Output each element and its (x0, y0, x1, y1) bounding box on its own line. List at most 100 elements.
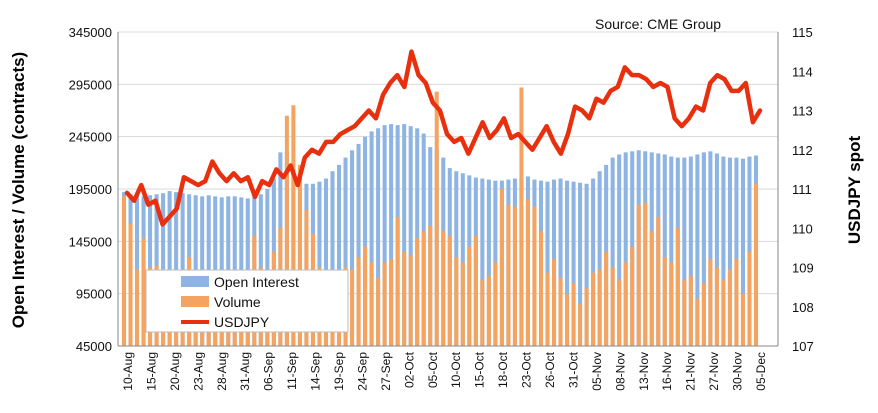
volume-bar (121, 196, 127, 346)
left-y-tick-label: 345000 (69, 25, 112, 40)
volume-bar (552, 259, 557, 346)
volume-bar (643, 202, 648, 346)
volume-bar (486, 275, 491, 346)
x-tick-label: 08-Nov (613, 352, 627, 391)
volume-bar (565, 293, 570, 346)
volume-bar (636, 204, 641, 346)
x-tick-label: 15-Aug (144, 352, 158, 391)
volume-bar (597, 269, 602, 346)
volume-bar (604, 251, 609, 346)
volume-bar (519, 87, 524, 346)
left-axis-title: Open Interest / Volume (contracts) (9, 52, 28, 328)
volume-bar (297, 164, 302, 346)
open-interest-bar (597, 171, 602, 346)
volume-bar (512, 206, 517, 346)
legend-box (145, 269, 349, 333)
volume-bar (688, 275, 693, 346)
volume-bar (135, 269, 140, 346)
open-interest-bar (591, 178, 596, 346)
volume-bar (382, 262, 387, 346)
x-tick-label: 23-Oct (520, 351, 534, 388)
volume-bar (578, 304, 583, 346)
open-interest-bar (558, 178, 563, 346)
open-interest-bar (486, 179, 491, 346)
volume-bar (434, 91, 439, 346)
open-interest-bar (265, 189, 270, 346)
volume-bar (675, 227, 680, 346)
volume-bar (532, 206, 537, 346)
right-y-tick-label: 107 (792, 339, 814, 354)
x-tick-label: 06-Sep (262, 352, 276, 391)
open-interest-bar (389, 124, 394, 346)
x-tick-label: 27-Nov (707, 352, 721, 391)
right-y-tick-label: 112 (792, 143, 813, 158)
usdjpy-line (124, 49, 763, 227)
open-interest-bar (565, 180, 570, 346)
left-y-tick-label: 145000 (69, 234, 112, 249)
x-tick-label: 28-Aug (215, 352, 229, 391)
volume-bar (291, 105, 296, 347)
open-interest-bar (330, 171, 335, 346)
volume-bar (545, 272, 550, 346)
volume-bar (701, 283, 706, 346)
open-interest-bar (408, 126, 413, 346)
volume-bar (591, 272, 596, 346)
x-tick-label: 16-Nov (660, 352, 674, 391)
open-interest-bar (617, 154, 622, 346)
open-interest-bar (415, 128, 420, 346)
volume-bar (708, 259, 713, 346)
right-y-tick-label: 113 (792, 104, 813, 119)
volume-bar (141, 238, 146, 346)
x-tick-labels: 10-Aug 15-Aug 20-Aug 23-Aug 28-Aug 31-Aug 06-S… (121, 351, 768, 390)
volume-bar (617, 280, 622, 346)
open-interest-bar (167, 191, 172, 346)
volume-bar (721, 280, 726, 346)
volume-bar (538, 230, 544, 346)
x-tick-label: 30-Nov (731, 352, 745, 391)
open-interest-bar (584, 183, 589, 346)
open-interest-bar (350, 150, 355, 346)
x-tick-label: 05-Oct (426, 351, 440, 388)
volume-bar (649, 230, 654, 346)
volume-bar (714, 267, 719, 346)
x-tick-label: 11-Sep (285, 352, 299, 390)
open-interest-bar (545, 181, 550, 346)
left-y-tick-label: 45000 (76, 339, 112, 354)
volume-bar (395, 217, 400, 346)
volume-bar (656, 217, 661, 346)
volume-bar (753, 183, 759, 346)
volume-bar (669, 262, 674, 346)
x-tick-label: 31-Oct (566, 351, 580, 388)
right-y-tick-label: 109 (792, 261, 814, 276)
open-interest-bar (695, 154, 700, 346)
x-tick-label: 24-Sep (355, 352, 369, 391)
x-tick-label: 27-Sep (379, 352, 393, 391)
x-tick-label: 21-Nov (684, 352, 698, 391)
volume-bar (493, 262, 498, 346)
left-y-tick-labels: 345000 295000 245000 195000 145000 95000 45000 (69, 25, 112, 354)
volume-bar (571, 283, 576, 346)
open-interest-bar (343, 157, 348, 346)
volume-bar (630, 246, 635, 346)
legend-swatch-open-interest (181, 276, 209, 287)
volume-bar (408, 254, 413, 346)
legend: Open Interest Volume USDJPY (145, 269, 349, 333)
x-tick-label: 10-Aug (121, 352, 135, 391)
right-axis-title: USDJPY spot (845, 136, 864, 245)
open-interest-bar (708, 151, 713, 346)
volume-bar (584, 288, 589, 346)
volume-bar (376, 277, 381, 346)
right-y-tick-label: 115 (792, 25, 813, 40)
open-interest-bar (369, 131, 374, 346)
volume-bar (460, 262, 465, 346)
open-interest-bar (480, 178, 485, 346)
x-tick-label: 10-Oct (449, 351, 463, 388)
volume-bar (623, 262, 628, 346)
open-interest-bar (714, 153, 719, 346)
right-y-tick-label: 110 (792, 221, 813, 236)
volume-bar (467, 246, 472, 346)
legend-label-open-interest: Open Interest (214, 274, 299, 290)
volume-bar (473, 236, 478, 346)
volume-bar (499, 189, 504, 346)
